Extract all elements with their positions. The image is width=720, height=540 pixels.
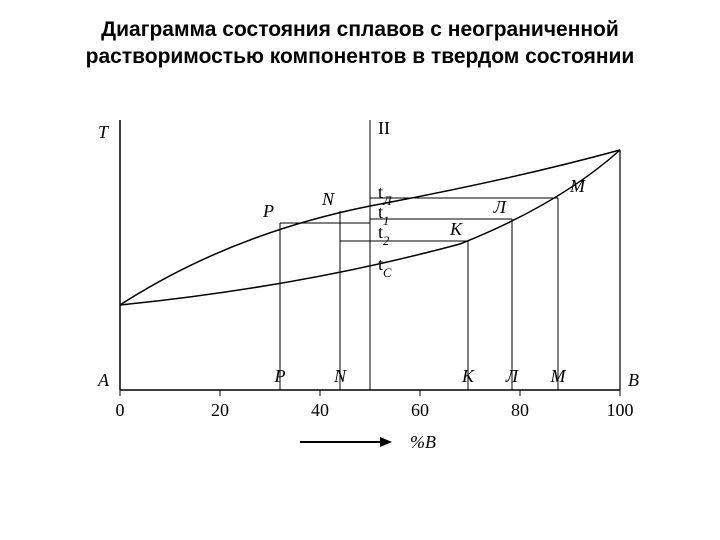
bottom-point-label: P: [274, 366, 286, 386]
temp-label: tC: [378, 254, 392, 280]
x-tick-label: 20: [211, 400, 229, 420]
point-label: М: [569, 176, 586, 196]
bottom-point-label: Л: [505, 366, 520, 386]
x-tick-label: 40: [311, 400, 329, 420]
y-axis-label: T: [98, 122, 110, 142]
x-tick-label: 60: [411, 400, 429, 420]
bottom-point-label: К: [461, 366, 475, 386]
left-end-label: A: [97, 370, 110, 390]
x-tick-label: 100: [607, 400, 634, 420]
bottom-point-label: М: [550, 366, 567, 386]
title-line-2: растворимостью компонентов в твердом сос…: [86, 45, 635, 68]
x-tick-label: 80: [511, 400, 529, 420]
bottom-point-label: N: [333, 366, 347, 386]
diagram-svg: PPNNIIККЛЛММtЛt1t2tCTAB020406080100%B: [80, 110, 640, 470]
title-line-1: Диаграмма состояния сплавов с неограниче…: [101, 18, 619, 41]
point-label: К: [449, 219, 463, 239]
x-axis-title: %B: [410, 432, 436, 452]
arrow-head: [380, 437, 392, 447]
right-end-label: B: [628, 370, 639, 390]
point-label: P: [262, 201, 274, 221]
point-label: N: [321, 189, 335, 209]
slide-title: Диаграмма состояния сплавов с неограниче…: [0, 16, 720, 71]
phase-diagram: PPNNIIККЛЛММtЛt1t2tCTAB020406080100%B: [80, 110, 640, 475]
point-label: II: [378, 118, 390, 138]
point-label: Л: [493, 197, 508, 217]
slide: Диаграмма состояния сплавов с неограниче…: [0, 0, 720, 540]
x-tick-label: 0: [116, 400, 125, 420]
